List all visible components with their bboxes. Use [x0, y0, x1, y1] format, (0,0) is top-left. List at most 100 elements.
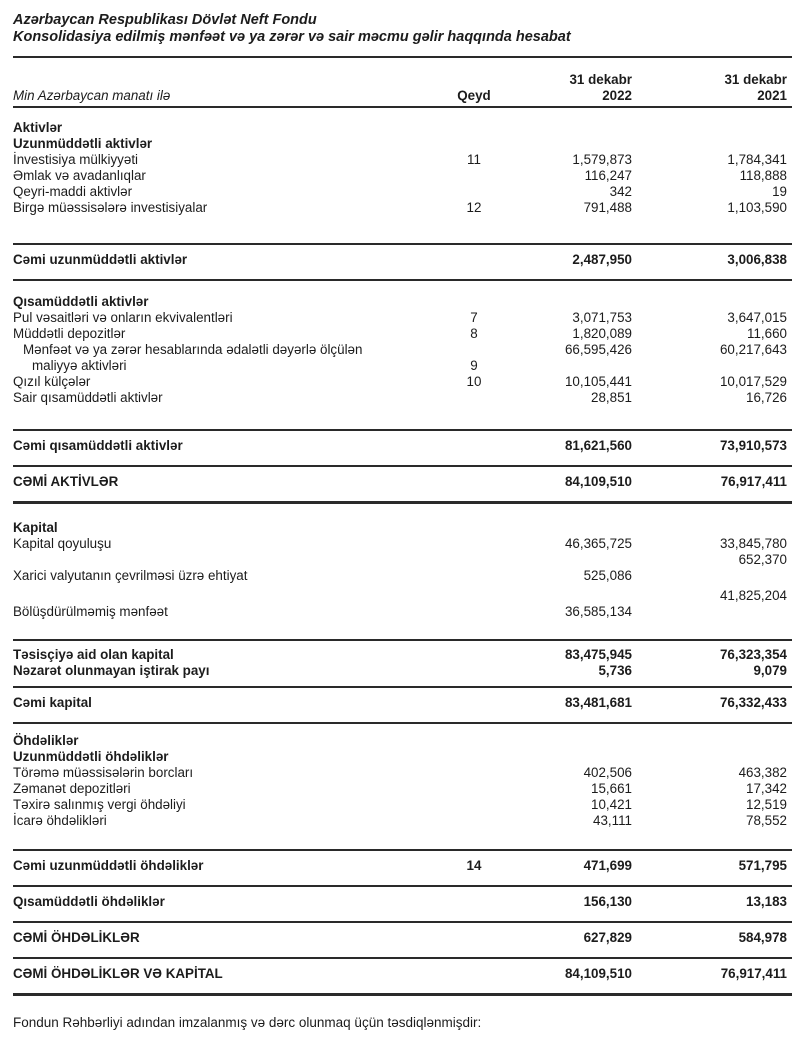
value-2022-cell: 46,365,725	[564, 536, 632, 551]
divider	[13, 279, 792, 281]
value-2021-cell: 118,888	[739, 168, 787, 183]
column-header-2021: 31 dekabr 2021	[637, 72, 792, 103]
value-2022-cell	[506, 520, 637, 536]
table-row: Zəmanət depozitləri 15,661 17,342	[13, 781, 792, 797]
note-cell	[442, 588, 506, 604]
value-2022-cell	[506, 749, 637, 765]
row-label: Öhdəliklər	[13, 733, 79, 748]
note-cell	[442, 342, 506, 358]
value-2021-cell: 13,183	[746, 894, 787, 909]
table-row: Təsisçiyə aid olan kapital 83,475,945 76,3…	[13, 647, 792, 663]
note-cell	[442, 695, 506, 711]
note-column-header: Qeyd	[457, 88, 491, 103]
value-2021-cell: 12,519	[746, 797, 787, 812]
value-2022-cell: 402,506	[583, 765, 632, 780]
value-2021-cell: 76,917,411	[720, 474, 787, 489]
row-label: Qeyri-maddi aktivlər	[13, 184, 133, 199]
value-2022-cell: 156,130	[583, 894, 632, 909]
table-row: İcarə öhdəlikləri 43,111 78,552	[13, 813, 792, 829]
row-label: Törəmə müəssisələrin borcları	[13, 765, 194, 780]
note-cell	[442, 520, 506, 536]
value-2022-cell: 28,851	[591, 390, 632, 405]
note-cell: 9	[470, 358, 478, 373]
date-line-2021: 31 dekabr	[724, 72, 787, 87]
report-header: Azərbaycan Respublikası Dövlət Neft Fond…	[13, 12, 792, 108]
value-2021-cell: 17,342	[746, 781, 787, 796]
row-label: Müddətli depozitlər	[13, 326, 126, 341]
statement-body: Aktivlər Uzunmüddətli aktivlər İnvestisiya…	[13, 120, 792, 996]
note-cell	[442, 781, 506, 797]
table-row: Mənfəət və ya zərər hesablarında ədalətl…	[13, 342, 792, 358]
divider	[13, 885, 792, 887]
table-row: Birgə müəssisələrə investisiyalar 12 791,4…	[13, 200, 792, 216]
row-label: CƏMİ AKTİVLƏR	[13, 474, 119, 489]
value-2021-cell: 76,323,354	[719, 647, 787, 662]
value-2021-cell: 1,784,341	[727, 152, 787, 167]
row-label	[13, 588, 442, 604]
note-cell: 11	[467, 152, 481, 167]
note-cell	[442, 252, 506, 268]
divider	[13, 849, 792, 851]
divider	[13, 56, 792, 58]
row-label: Pul vəsaitləri və onların ekvivalentləri	[13, 310, 233, 325]
value-2021-cell: 76,917,411	[720, 966, 787, 981]
table-row: CƏMİ AKTİVLƏR 84,109,510 76,917,411	[13, 467, 792, 501]
note-cell	[442, 663, 506, 679]
column-header-2022: 31 dekabr 2022	[506, 72, 637, 103]
row-label: Əmlak və avadanlıqlar	[13, 168, 146, 183]
note-cell	[442, 930, 506, 946]
table-row: Əmlak və avadanlıqlar 116,247 118,888	[13, 168, 792, 184]
note-cell	[442, 894, 506, 910]
value-2022-cell: 84,109,510	[564, 966, 632, 981]
note-cell	[442, 120, 506, 136]
divider	[13, 465, 792, 467]
row-label: Zəmanət depozitləri	[13, 781, 131, 796]
divider	[13, 993, 792, 996]
value-2021-cell	[637, 749, 792, 765]
value-2022-cell: 471,699	[583, 858, 632, 873]
value-2022-cell	[506, 358, 637, 374]
value-2021-cell: 9,079	[753, 663, 787, 678]
value-2021-cell: 10,017,529	[719, 374, 787, 389]
value-2022-cell: 10,105,441	[564, 374, 632, 389]
approval-note: Fondun Rəhbərliyi adından imzalanmış və …	[13, 1015, 482, 1030]
table-row: 41,825,204	[13, 588, 792, 604]
note-cell	[442, 438, 506, 454]
value-2022-cell: 791,488	[583, 200, 632, 215]
row-label: Bölüşdürülməmiş mənfəət	[13, 604, 168, 619]
value-2021-cell	[637, 136, 792, 152]
row-label: Cəmi uzunmüddətli aktivlər	[13, 252, 188, 267]
value-2021-cell: 33,845,780	[719, 536, 787, 551]
divider	[13, 686, 792, 688]
value-2022-cell: 83,475,945	[564, 647, 632, 662]
row-label	[13, 552, 442, 568]
value-2022-cell: 36,585,134	[564, 604, 632, 619]
row-label: Nəzarət olunmayan iştirak payı	[13, 663, 210, 678]
note-cell	[442, 749, 506, 765]
table-row: Uzunmüddətli öhdəliklər	[13, 749, 792, 765]
value-2021-cell: 73,910,573	[719, 438, 787, 453]
table-row: CƏMİ ÖHDƏLİKLƏR VƏ KAPİTAL 84,109,510 76,9…	[13, 959, 792, 993]
table-row: Öhdəliklər	[13, 733, 792, 749]
table-row: 652,370	[13, 552, 792, 568]
row-label: Təsisçiyə aid olan kapital	[13, 647, 174, 662]
row-label: İcarə öhdəlikləri	[13, 813, 107, 828]
note-cell: 8	[470, 326, 478, 341]
financial-statement: Azərbaycan Respublikası Dövlət Neft Fond…	[13, 12, 792, 1031]
date-line-2022: 31 dekabr	[569, 72, 632, 87]
value-2022-cell: 1,579,873	[572, 152, 632, 167]
row-label: Cəmi kapital	[13, 695, 92, 710]
row-label: Qısamüddətli öhdəliklər	[13, 894, 165, 909]
table-row: Sair qısamüddətli aktivlər 28,851 16,726	[13, 390, 792, 406]
table-row: Uzunmüddətli aktivlər	[13, 136, 792, 152]
value-2021-cell: 3,647,015	[727, 310, 787, 325]
table-row: Qeyri-maddi aktivlər 342 19	[13, 184, 792, 200]
note-cell	[442, 474, 506, 490]
value-2021-cell	[637, 294, 792, 310]
column-headers: Min Azərbaycan manatı ilə Qeyd 31 dekabr…	[13, 58, 792, 106]
divider	[13, 429, 792, 431]
value-2021-cell: 60,217,643	[719, 342, 787, 357]
row-label: Xarici valyutanın çevrilməsi üzrə ehtiya…	[13, 568, 248, 583]
note-cell: 14	[466, 858, 482, 873]
